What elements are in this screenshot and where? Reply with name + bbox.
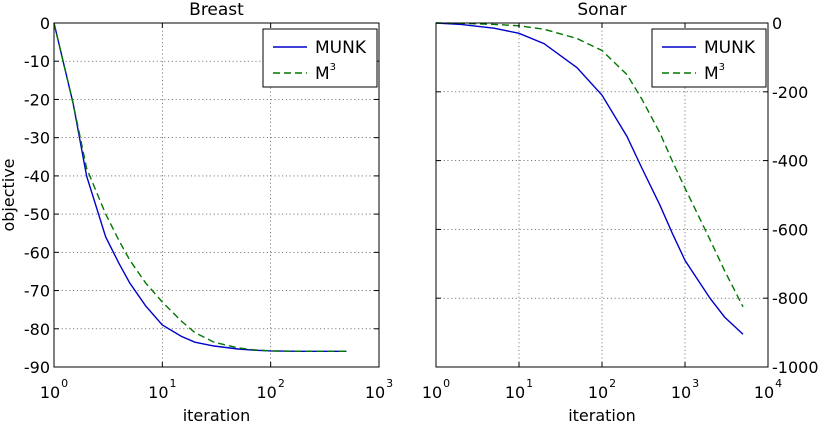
panel-breast: 100 101 102 1030-10-20-30-40-50-60-70-80-90… bbox=[0, 0, 393, 425]
x-tick-label: 104 bbox=[754, 377, 782, 402]
y-tick-label: 0 bbox=[772, 14, 782, 33]
y-tick-label: -40 bbox=[24, 167, 50, 186]
x-tick-base: 10 bbox=[422, 383, 442, 402]
y-tick-label: -60 bbox=[24, 243, 50, 262]
y-tick-label: -10 bbox=[24, 52, 50, 71]
x-tick-exponent: 2 bbox=[278, 377, 285, 390]
legend-label-sup: 3 bbox=[719, 62, 725, 73]
y-tick-label: -400 bbox=[772, 152, 808, 171]
x-tick-exponent: 0 bbox=[443, 377, 450, 390]
x-tick-base: 10 bbox=[365, 383, 385, 402]
x-axis-label: iteration bbox=[568, 406, 636, 425]
x-tick-exponent: 1 bbox=[526, 377, 533, 390]
legend-label-sup: 3 bbox=[330, 62, 336, 73]
x-tick-exponent: 3 bbox=[386, 377, 393, 390]
x-tick-label: 102 bbox=[588, 377, 616, 402]
x-tick-exponent: 4 bbox=[775, 377, 782, 390]
x-tick-label: 103 bbox=[365, 377, 393, 402]
x-tick-base: 10 bbox=[754, 383, 774, 402]
y-tick-label: -70 bbox=[24, 282, 50, 301]
x-tick-exponent: 0 bbox=[61, 377, 68, 390]
x-tick-exponent: 3 bbox=[692, 377, 699, 390]
series-line-m3 bbox=[53, 22, 347, 352]
x-tick-base: 10 bbox=[256, 383, 276, 402]
y-tick-label: -200 bbox=[772, 83, 808, 102]
legend: MUNK M3 bbox=[651, 28, 767, 88]
y-axis-label: objective bbox=[0, 158, 18, 231]
legend-label-base: M bbox=[315, 64, 330, 84]
x-tick-label: 103 bbox=[671, 377, 699, 402]
x-tick-base: 10 bbox=[588, 383, 608, 402]
y-tick-label: -20 bbox=[24, 90, 50, 109]
y-tick-label: -800 bbox=[772, 289, 808, 308]
y-tick-label: -1000 bbox=[772, 358, 819, 377]
x-tick-exponent: 1 bbox=[170, 377, 177, 390]
legend-label-m3: M3 bbox=[315, 62, 336, 84]
x-tick-base: 10 bbox=[505, 383, 525, 402]
legend-label-m3: M3 bbox=[704, 62, 725, 84]
x-tick-label: 100 bbox=[422, 377, 450, 402]
series-line-m3 bbox=[435, 22, 744, 308]
legend-box bbox=[651, 28, 767, 88]
legend: MUNK M3 bbox=[262, 28, 378, 88]
x-axis-label: iteration bbox=[183, 406, 251, 425]
y-tick-label: -600 bbox=[772, 220, 808, 239]
x-tick-label: 100 bbox=[40, 377, 68, 402]
x-tick-base: 10 bbox=[671, 383, 691, 402]
x-tick-exponent: 2 bbox=[609, 377, 616, 390]
legend-box bbox=[262, 28, 378, 88]
legend-label-munk: MUNK bbox=[315, 38, 367, 58]
x-tick-label: 101 bbox=[505, 377, 533, 402]
y-tick-label: -50 bbox=[24, 205, 50, 224]
plot-frame bbox=[53, 22, 380, 368]
chart-title: Breast bbox=[189, 0, 244, 20]
legend-label-munk: MUNK bbox=[704, 38, 756, 58]
y-tick-label: 0 bbox=[40, 14, 50, 33]
panel-sonar: 100 101 102 103 1040-200-400-600-800-1000Son… bbox=[422, 0, 819, 425]
y-tick-label: -30 bbox=[24, 129, 50, 148]
x-tick-label: 102 bbox=[256, 377, 284, 402]
x-tick-base: 10 bbox=[40, 383, 60, 402]
chart-title: Sonar bbox=[577, 0, 626, 20]
x-tick-label: 101 bbox=[148, 377, 176, 402]
x-tick-base: 10 bbox=[148, 383, 168, 402]
y-tick-label: -80 bbox=[24, 320, 50, 339]
series-line-munk bbox=[435, 22, 744, 335]
legend-label-base: M bbox=[704, 64, 719, 84]
y-tick-label: -90 bbox=[24, 358, 50, 377]
